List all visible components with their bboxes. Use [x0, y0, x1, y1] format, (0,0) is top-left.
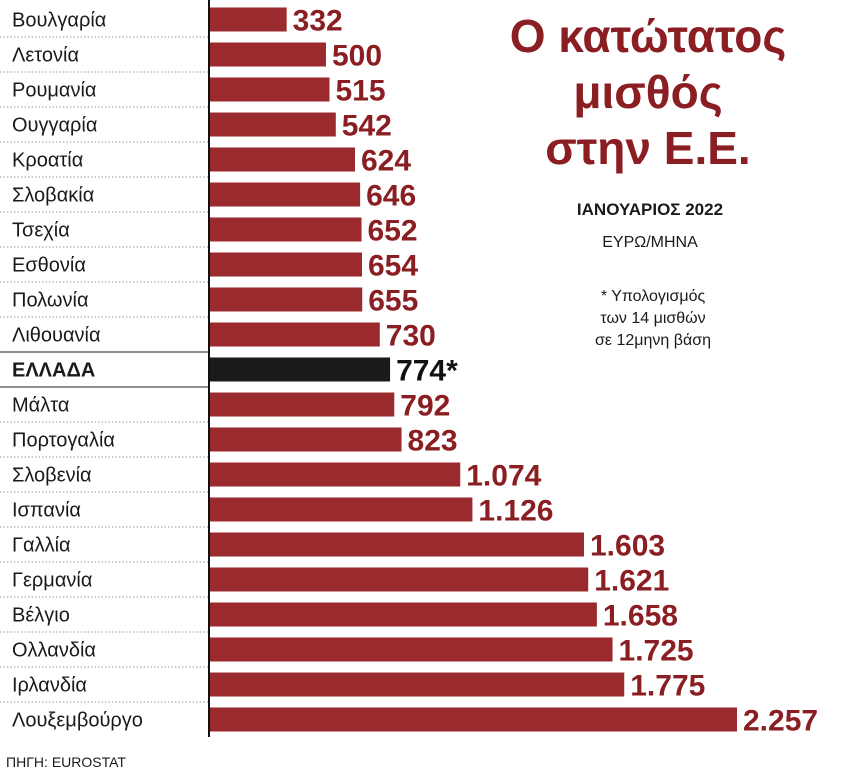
note-line: σε 12μηνη βάση — [595, 332, 711, 349]
bar — [209, 532, 585, 557]
bar — [209, 322, 380, 347]
bar — [209, 462, 461, 487]
row-separators — [0, 36, 209, 703]
category-label: Γαλλία — [12, 535, 71, 557]
bar — [209, 217, 362, 242]
note-line: * Υπολογισμός — [600, 288, 706, 305]
bar — [209, 7, 287, 32]
title-line: στην Ε.Ε. — [545, 122, 751, 174]
bar — [209, 602, 597, 627]
value-label: 1.603 — [590, 530, 665, 563]
value-label: 542 — [342, 110, 392, 143]
value-labels: 332500515542624646652654655730774*792823… — [293, 5, 818, 738]
footnote: * Υπολογισμός των 14 μισθών σε 12μηνη βά… — [548, 286, 758, 352]
bars — [209, 7, 737, 732]
category-label: Βέλγιο — [12, 605, 70, 627]
bar — [209, 77, 330, 102]
category-label: Γερμανία — [12, 570, 92, 592]
bar — [209, 182, 361, 207]
bar — [209, 567, 589, 592]
category-label: Ισπανία — [12, 500, 81, 522]
bar-highlight — [209, 357, 391, 382]
category-label: Εσθονία — [12, 255, 86, 277]
category-label: Λετονία — [12, 45, 79, 67]
category-label: Ιρλανδία — [12, 675, 87, 697]
bar — [209, 252, 362, 277]
bar — [209, 112, 336, 137]
bar — [209, 287, 363, 312]
value-label: 1.621 — [594, 565, 669, 598]
value-label: 515 — [335, 75, 385, 108]
value-label: 654 — [368, 250, 418, 283]
value-label: 624 — [361, 145, 411, 178]
value-label: 1.658 — [603, 600, 678, 633]
category-label: Κροατία — [12, 150, 83, 172]
value-label: 1.126 — [478, 495, 553, 528]
value-label: 500 — [332, 40, 382, 73]
value-label: 655 — [368, 285, 418, 318]
value-label: 332 — [293, 5, 343, 38]
bar — [209, 672, 625, 697]
value-label: 730 — [386, 320, 436, 353]
value-label: 2.257 — [743, 705, 818, 738]
category-label: Ουγγαρία — [12, 115, 97, 137]
bar — [209, 427, 402, 452]
chart-subtitle: ΙΑΝΟΥΑΡΙΟΣ 2022 — [576, 200, 724, 219]
note-line: των 14 μισθών — [600, 310, 706, 327]
bar — [209, 42, 326, 67]
source-label: ΠΗΓΗ: EUROSTAT — [6, 754, 126, 770]
bar — [209, 147, 355, 172]
title-line: μισθός — [573, 66, 723, 118]
bar — [209, 497, 473, 522]
category-label: Βουλγαρία — [12, 10, 106, 32]
value-label: 774* — [396, 355, 458, 388]
value-label: 646 — [366, 180, 416, 213]
category-label: Λουξεμβούργο — [12, 710, 143, 732]
category-label: Τσεχία — [12, 220, 70, 242]
category-label: Μάλτα — [12, 395, 69, 417]
title-line: Ο κατώτατος — [509, 10, 787, 62]
category-label: Σλοβενία — [12, 465, 92, 487]
category-labels: Βουλγαρία Λετονία Ρουμανία Ουγγαρία Κροατία Σ… — [12, 10, 143, 732]
category-label: Ολλανδία — [12, 640, 96, 662]
chart-title: Ο κατώτατος μισθός στην Ε.Ε. — [478, 8, 818, 176]
category-label: ΕΛΛΑΔΑ — [12, 360, 95, 382]
bar — [209, 392, 395, 417]
category-label: Πορτογαλία — [12, 430, 115, 452]
value-label: 652 — [368, 215, 418, 248]
category-label: Σλοβακία — [12, 185, 94, 207]
value-label: 792 — [400, 390, 450, 423]
bar — [209, 637, 613, 662]
bar — [209, 707, 737, 732]
value-label: 1.074 — [466, 460, 541, 493]
category-label: Ρουμανία — [12, 80, 97, 102]
value-label: 1.775 — [630, 670, 705, 703]
category-label: Πολωνία — [12, 290, 89, 312]
value-label: 823 — [408, 425, 458, 458]
value-label: 1.725 — [619, 635, 694, 668]
unit-label: ΕΥΡΩ/ΜΗΝΑ — [602, 234, 698, 251]
category-label: Λιθουανία — [12, 325, 101, 347]
